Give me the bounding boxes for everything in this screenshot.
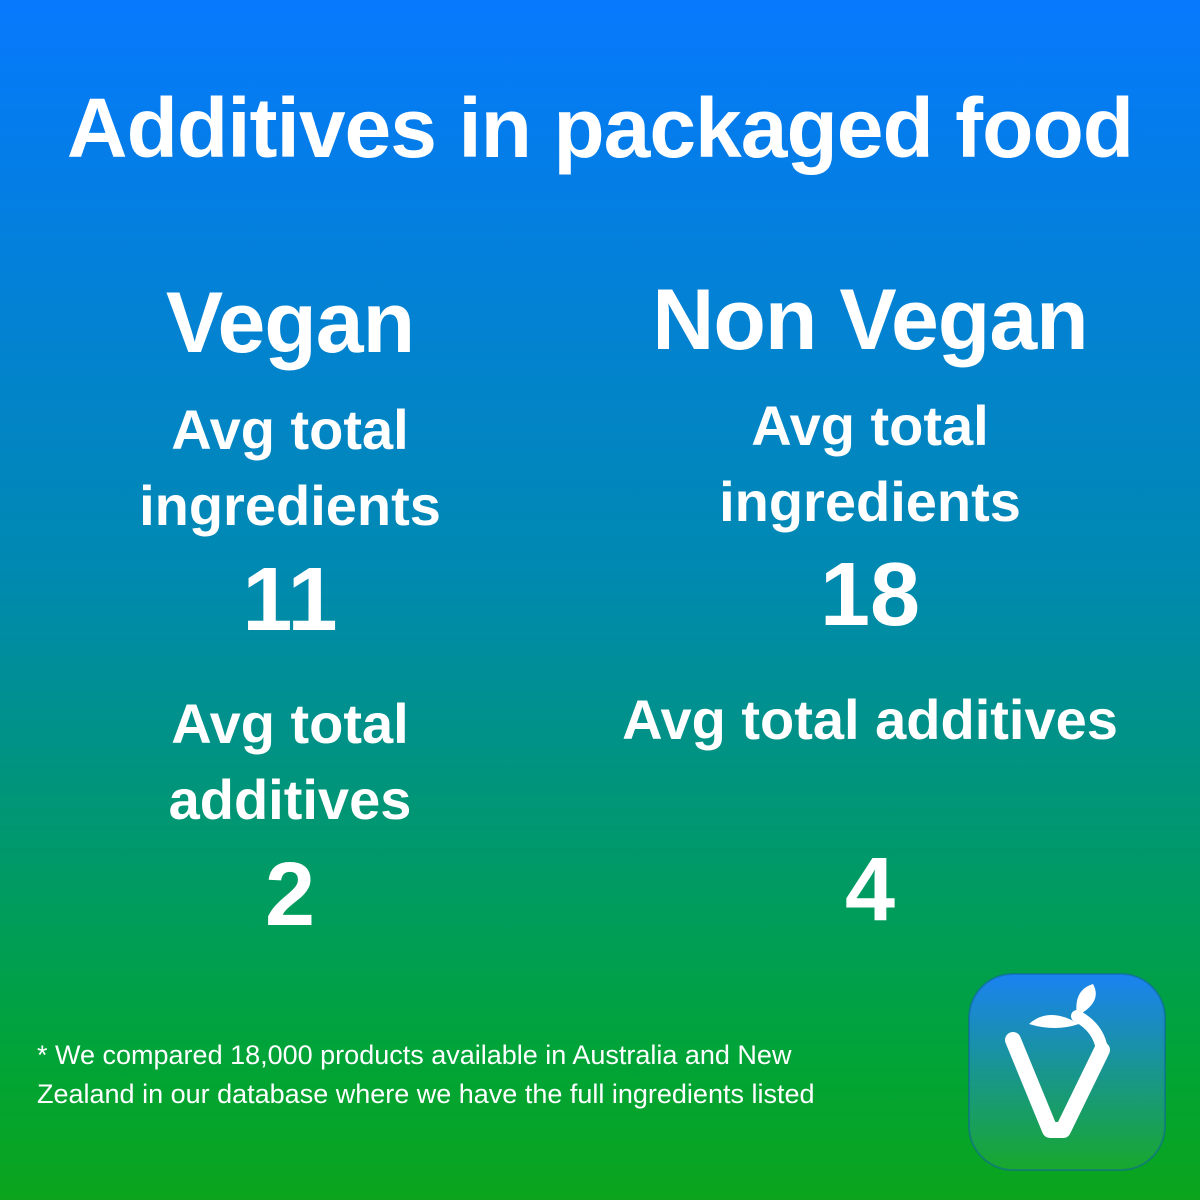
non-vegan-additives-value: 4: [844, 840, 896, 940]
vegan-additives-label: Avg total additives: [168, 692, 412, 831]
non-vegan-ingredients-value: 18: [819, 545, 921, 645]
page-title: Additives in packaged food: [66, 81, 1134, 175]
footnote: * We compared 18,000 products available …: [37, 1040, 815, 1109]
vegan-heading: Vegan: [165, 275, 415, 371]
non-vegan-ingredients-label: Avg total ingredients: [719, 394, 1021, 533]
vegan-ingredients-label: Avg total ingredients: [139, 398, 441, 537]
vegan-ingredients-value: 11: [242, 550, 338, 650]
sprout-v-icon: [968, 973, 1166, 1171]
app-icon: [967, 972, 1167, 1172]
vegan-additives-value: 2: [264, 845, 316, 945]
non-vegan-heading: Non Vegan: [652, 272, 1088, 368]
non-vegan-additives-label: Avg total additives: [622, 688, 1118, 751]
